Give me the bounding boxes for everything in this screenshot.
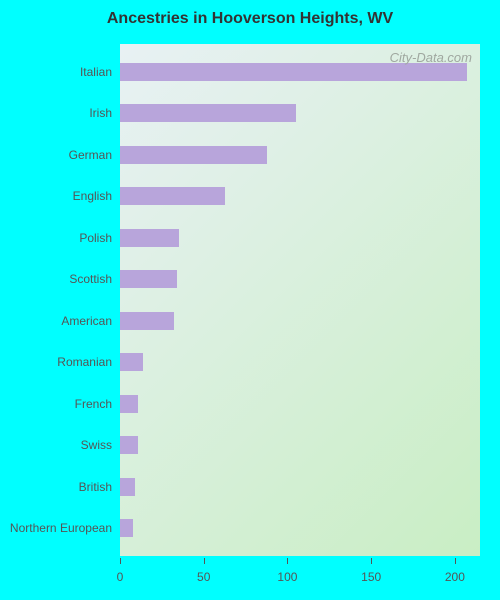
bar (120, 519, 133, 537)
bar-row: German (120, 146, 480, 164)
bar (120, 63, 467, 81)
y-axis-label: French (75, 398, 120, 410)
x-tick (287, 558, 288, 564)
x-tick (120, 558, 121, 564)
bar-row: Swiss (120, 436, 480, 454)
bar (120, 187, 225, 205)
bar-row: English (120, 187, 480, 205)
bar (120, 395, 138, 413)
bar (120, 270, 177, 288)
bar (120, 146, 267, 164)
y-axis-label: Polish (79, 232, 120, 244)
y-axis-label: Scottish (69, 273, 120, 285)
bar (120, 478, 135, 496)
chart-title: Ancestries in Hooverson Heights, WV (0, 10, 500, 28)
x-axis-label: 50 (197, 570, 210, 584)
bar-row: British (120, 478, 480, 496)
bar-row: Italian (120, 63, 480, 81)
x-tick (455, 558, 456, 564)
x-axis-label: 200 (445, 570, 465, 584)
x-axis-label: 100 (277, 570, 297, 584)
y-axis-label: Irish (89, 107, 120, 119)
y-axis-label: Italian (80, 66, 120, 78)
y-axis-label: British (79, 481, 120, 493)
y-axis-label: Swiss (81, 439, 120, 451)
plot-area: City-Data.com Italian Irish German English P… (120, 44, 480, 556)
bar-row: American (120, 312, 480, 330)
y-axis-label: Romanian (57, 356, 120, 368)
bar-row: Romanian (120, 353, 480, 371)
x-tick (371, 558, 372, 564)
chart-canvas: Ancestries in Hooverson Heights, WV City… (0, 0, 500, 600)
watermark-text: City-Data.com (390, 50, 472, 65)
y-axis-label: Northern European (10, 522, 120, 534)
bar (120, 436, 138, 454)
bar-row: Polish (120, 229, 480, 247)
bar-row: French (120, 395, 480, 413)
x-axis-label: 0 (117, 570, 124, 584)
x-tick (204, 558, 205, 564)
y-axis-label: German (69, 149, 120, 161)
bar-row: Irish (120, 104, 480, 122)
bar (120, 229, 179, 247)
y-axis-label: English (73, 190, 120, 202)
x-axis-label: 150 (361, 570, 381, 584)
y-axis-label: American (61, 315, 120, 327)
bar-row: Northern European (120, 519, 480, 537)
bar (120, 312, 174, 330)
bar (120, 353, 143, 371)
bar-row: Scottish (120, 270, 480, 288)
bar (120, 104, 296, 122)
